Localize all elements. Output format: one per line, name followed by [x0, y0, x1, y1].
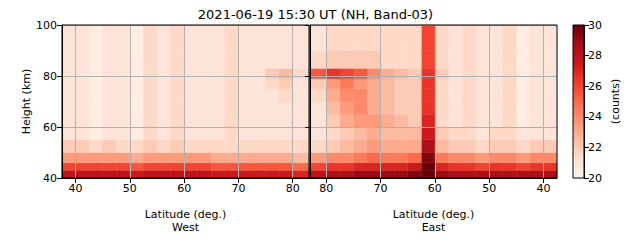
svg-text:50: 50 — [123, 182, 137, 195]
svg-text:70: 70 — [231, 182, 245, 195]
svg-text:22: 22 — [588, 141, 602, 154]
svg-text:Latitude (deg.): Latitude (deg.) — [393, 208, 475, 221]
svg-text:80: 80 — [319, 182, 333, 195]
svg-text:28: 28 — [588, 49, 602, 62]
svg-text:26: 26 — [588, 80, 602, 93]
svg-text:2021-06-19 15:30 UT (NH, Band-: 2021-06-19 15:30 UT (NH, Band-03) — [198, 7, 433, 22]
svg-text:30: 30 — [588, 19, 602, 32]
svg-text:50: 50 — [482, 182, 496, 195]
svg-text:70: 70 — [374, 182, 388, 195]
svg-text:(counts): (counts) — [609, 79, 622, 124]
svg-text:60: 60 — [43, 121, 57, 134]
svg-text:40: 40 — [43, 172, 57, 185]
svg-text:Latitude (deg.): Latitude (deg.) — [145, 208, 227, 221]
svg-text:40: 40 — [69, 182, 83, 195]
svg-text:60: 60 — [428, 182, 442, 195]
svg-text:80: 80 — [43, 70, 57, 83]
svg-text:Height (km): Height (km) — [20, 69, 33, 135]
svg-text:24: 24 — [588, 110, 602, 123]
svg-text:West: West — [172, 221, 200, 234]
svg-text:East: East — [422, 221, 446, 234]
svg-text:20: 20 — [588, 172, 602, 185]
svg-text:60: 60 — [177, 182, 191, 195]
svg-text:80: 80 — [286, 182, 300, 195]
svg-text:100: 100 — [36, 19, 57, 32]
svg-text:40: 40 — [536, 182, 550, 195]
